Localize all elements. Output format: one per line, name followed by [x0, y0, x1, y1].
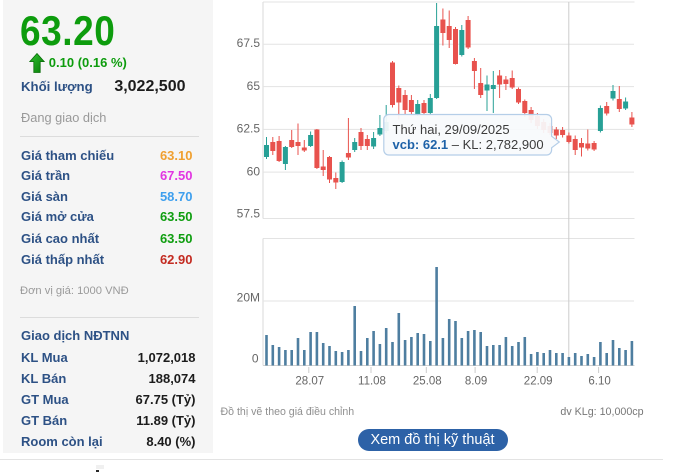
svg-text:20M: 20M — [237, 290, 260, 304]
svg-text:22.09: 22.09 — [524, 376, 553, 388]
svg-text:6.10: 6.10 — [588, 376, 610, 388]
svg-text:11.08: 11.08 — [358, 376, 386, 388]
svg-text:67.5: 67.5 — [237, 36, 261, 50]
svg-text:25.08: 25.08 — [413, 376, 442, 388]
svg-text:Thứ hai, 29/09/2025: Thứ hai, 29/09/2025 — [393, 122, 510, 137]
svg-text:0: 0 — [252, 352, 259, 366]
svg-text:65: 65 — [247, 79, 261, 93]
svg-text:60: 60 — [247, 165, 261, 179]
svg-text:62.5: 62.5 — [237, 122, 261, 136]
svg-text:28.07: 28.07 — [295, 376, 324, 388]
svg-text:57.5: 57.5 — [237, 207, 261, 221]
svg-text:8.09: 8.09 — [465, 376, 487, 388]
svg-text:vcb: 62.1 – KL: 2,782,900: vcb: 62.1 – KL: 2,782,900 — [393, 137, 544, 152]
